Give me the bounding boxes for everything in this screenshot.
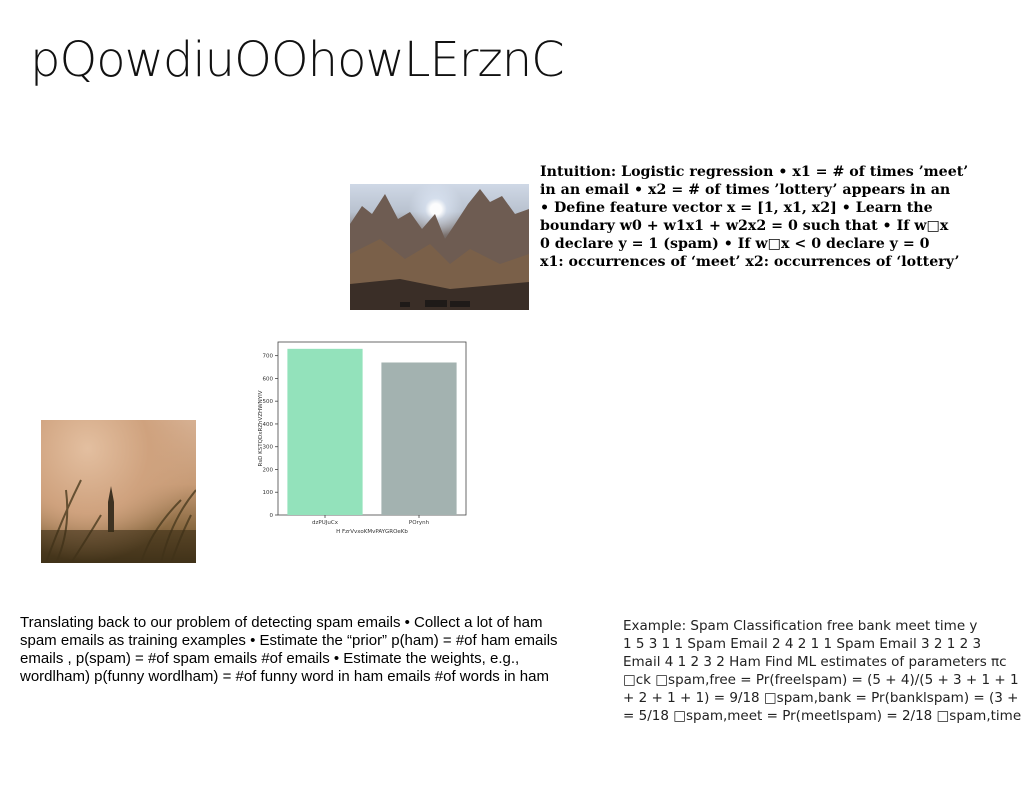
- y-tick-label: 600: [263, 376, 274, 382]
- x-axis-label: H FzrVvxoKMvPAYGROeKb: [336, 529, 408, 535]
- y-tick-label: 300: [263, 445, 274, 451]
- translating-line: emails , p(spam) = #of spam emails #of e…: [20, 650, 520, 667]
- y-axis-label: RsD KSTQDxRZhVZHWNYIV: [258, 390, 264, 466]
- intuition-line: 0 declare y = 1 (spam) • If w□x < 0 decl…: [540, 236, 930, 252]
- grass-photo: [41, 420, 196, 563]
- intuition-line: boundary w0 + w1x1 + w2x2 = 0 such that …: [540, 218, 949, 234]
- bar: [287, 348, 363, 515]
- intuition-line: x1: occurrences of ‘meet’ x2: occurrence…: [540, 254, 960, 270]
- intuition-text: Intuition: Logistic regression • x1 = # …: [540, 163, 1024, 271]
- mountain-photo: [350, 184, 529, 310]
- example-line: = 5/18 □spam,meet = Pr(meetlspam) = 2/18…: [623, 708, 1022, 724]
- y-tick-label: 100: [263, 490, 274, 496]
- y-tick-label: 0: [270, 513, 274, 519]
- x-tick-label: dzPUJuCx: [312, 520, 339, 526]
- translating-line: wordlham) p(funny wordlham) = #of funny …: [20, 668, 549, 685]
- translating-text: Translating back to our problem of detec…: [20, 614, 600, 686]
- example-line: □ck □spam,free = Pr(freelspam) = (5 + 4)…: [623, 672, 1024, 688]
- y-tick-label: 400: [263, 422, 274, 428]
- intuition-line: in an email • x2 = # of times ’lottery’ …: [540, 182, 951, 198]
- y-tick-label: 500: [263, 399, 274, 405]
- plot-frame: [277, 341, 467, 516]
- x-tick-label: POrynh: [409, 520, 430, 526]
- translating-line: Translating back to our problem of detec…: [20, 614, 543, 631]
- bar: [381, 362, 457, 515]
- example-line: Email 4 1 2 3 2 Ham Find ML estimates of…: [623, 654, 1007, 670]
- bar-chart: 0 100 200 300 400 500 600 700 dzPUJuCx POrynh H Fz…: [252, 340, 472, 545]
- example-line: 1 5 3 1 1 Spam Email 2 4 2 1 1 Spam Emai…: [623, 636, 982, 652]
- intuition-line: • Define feature vector x = [1, x1, x2] …: [540, 200, 933, 216]
- translating-line: spam emails as training examples • Estim…: [20, 632, 558, 649]
- y-tick-label: 700: [263, 354, 274, 360]
- y-tick-label: 200: [263, 467, 274, 473]
- example-text: Example: Spam Classification free bank m…: [623, 617, 1024, 725]
- intuition-line: Intuition: Logistic regression • x1 = # …: [540, 164, 969, 180]
- example-line: + 2 + 1 + 1) = 9/18 □spam,bank = Pr(bank…: [623, 690, 1019, 706]
- example-line: Example: Spam Classification free bank m…: [623, 618, 978, 634]
- slide-title: pQowdiuOOhowLErznC: [30, 32, 565, 88]
